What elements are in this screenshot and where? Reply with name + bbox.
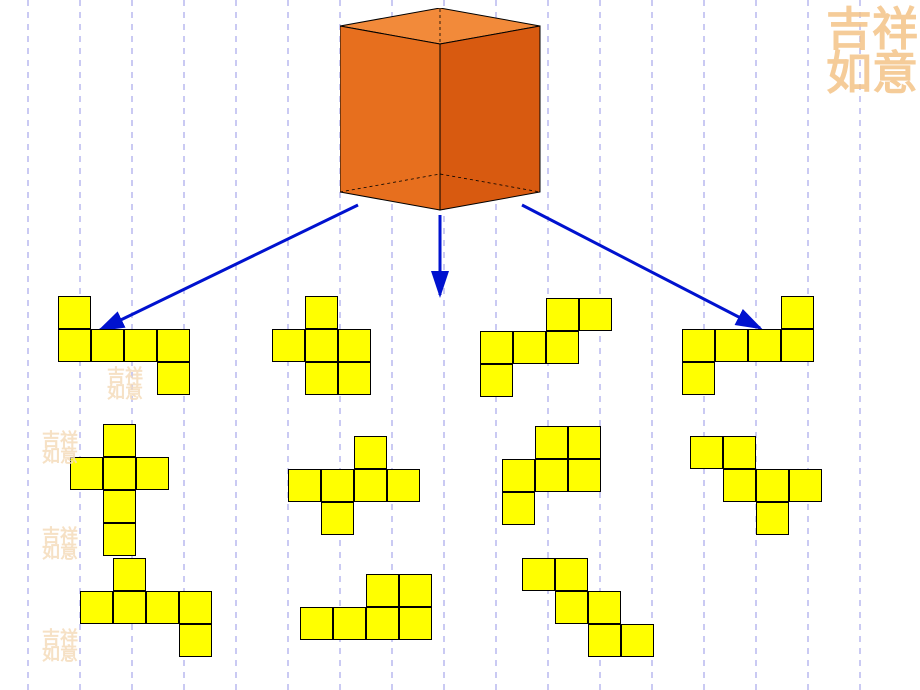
net-cell	[179, 591, 212, 624]
net-cell	[136, 457, 169, 490]
net-cell	[305, 296, 338, 329]
net-cell	[682, 362, 715, 395]
net-cell	[103, 523, 136, 556]
net-cell	[399, 574, 432, 607]
net-cell	[80, 591, 113, 624]
net-cell	[321, 502, 354, 535]
net-cell	[366, 574, 399, 607]
net-cell	[723, 436, 756, 469]
net-cell	[555, 591, 588, 624]
net-cell	[480, 331, 513, 364]
net-cell	[781, 329, 814, 362]
net-cell	[124, 329, 157, 362]
net-cell	[272, 329, 305, 362]
net-cell	[157, 329, 190, 362]
net-cell	[91, 329, 124, 362]
stamp-small-2: 吉祥如意	[40, 528, 80, 560]
net-cell	[146, 591, 179, 624]
net-cell	[103, 457, 136, 490]
net-cell	[756, 502, 789, 535]
net-cell	[748, 329, 781, 362]
net-cell	[535, 459, 568, 492]
net-cell	[333, 607, 366, 640]
net-cell	[756, 469, 789, 502]
net-cell	[579, 298, 612, 331]
net-cell	[546, 298, 579, 331]
net-cell	[513, 331, 546, 364]
net-cell	[113, 558, 146, 591]
net-cell	[682, 329, 715, 362]
net-cell	[781, 296, 814, 329]
net-cell	[690, 436, 723, 469]
net-cell	[546, 331, 579, 364]
net-cell	[157, 362, 190, 395]
net-cell	[58, 296, 91, 329]
net-cell	[113, 591, 146, 624]
net-cell	[502, 459, 535, 492]
net-cell	[305, 362, 338, 395]
net-cell	[305, 329, 338, 362]
net-cell	[502, 492, 535, 525]
net-cell	[588, 624, 621, 657]
net-cell	[789, 469, 822, 502]
net-cell	[715, 329, 748, 362]
net-cell	[399, 607, 432, 640]
net-cell	[568, 459, 601, 492]
net-cell	[321, 469, 354, 502]
net-cell	[179, 624, 212, 657]
net-cell	[288, 469, 321, 502]
stamp-small-3: 吉祥如意	[40, 630, 80, 662]
net-cell	[568, 426, 601, 459]
net-cell	[354, 469, 387, 502]
net-cell	[723, 469, 756, 502]
cube-3d	[340, 8, 550, 218]
stamp-small-0: 吉祥如意	[105, 368, 145, 400]
net-cell	[535, 426, 568, 459]
net-cell	[338, 362, 371, 395]
net-cell	[103, 490, 136, 523]
net-cell	[387, 469, 420, 502]
net-cell	[354, 436, 387, 469]
stamp-small-1: 吉祥如意	[40, 432, 80, 464]
net-cell	[555, 558, 588, 591]
net-cell	[338, 329, 371, 362]
stamp-large: 吉祥如意	[826, 8, 918, 95]
net-cell	[300, 607, 333, 640]
net-cell	[588, 591, 621, 624]
net-cell	[480, 364, 513, 397]
net-cell	[58, 329, 91, 362]
net-cell	[522, 558, 555, 591]
net-cell	[103, 424, 136, 457]
net-cell	[366, 607, 399, 640]
net-cell	[621, 624, 654, 657]
